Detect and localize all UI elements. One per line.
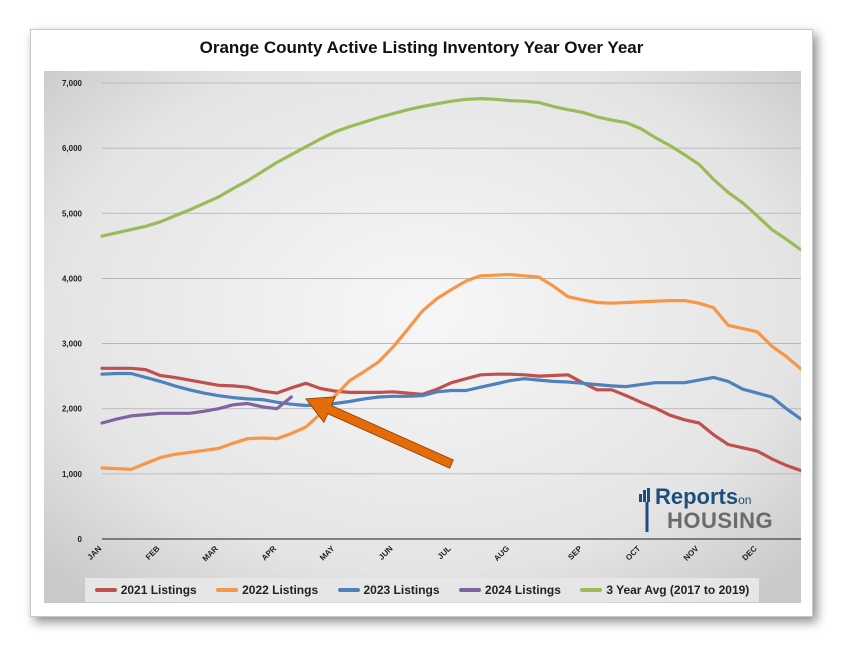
annotations	[305, 396, 454, 469]
y-tick-label: 7,000	[62, 79, 83, 88]
plot-background	[44, 71, 801, 603]
legend-item-2: 2023 Listings	[337, 583, 440, 597]
legend-item-1: 2022 Listings	[216, 583, 318, 597]
logo-line1: Reportson	[655, 484, 752, 509]
logo-line1-small: on	[738, 493, 752, 507]
chart-legend: 2021 Listings 2022 Listings 2023 Listings 2…	[85, 578, 759, 602]
legend-swatch	[580, 588, 603, 592]
chart-frame: Orange County Active Listing Inventory Y…	[30, 29, 813, 617]
legend-swatch	[94, 588, 117, 592]
y-tick-label: 1,000	[62, 470, 83, 479]
legend-label: 2021 Listings	[120, 583, 197, 597]
series-line-0	[100, 366, 801, 473]
legend-label: 3 Year Avg (2017 to 2019)	[606, 583, 750, 597]
legend-label: 2024 Listings	[484, 583, 561, 597]
y-tick-label: 4,000	[62, 274, 83, 283]
legend-item-3: 2024 Listings	[458, 583, 561, 597]
series-line-3	[100, 395, 293, 425]
y-tick-label: 5,000	[62, 209, 83, 218]
annotation-arrow	[305, 396, 454, 469]
series-lines	[100, 97, 801, 473]
series-line-1	[100, 272, 801, 471]
legend-swatch	[216, 588, 239, 592]
y-tick-label: 6,000	[62, 144, 83, 153]
legend-item-0: 2021 Listings	[94, 583, 197, 597]
reports-on-housing-logo: Reportson HOUSING	[639, 484, 779, 536]
logo-line2: HOUSING	[667, 508, 774, 533]
chart-title: Orange County Active Listing Inventory Y…	[199, 38, 644, 57]
legend-label: 2023 Listings	[363, 583, 440, 597]
y-tick-label: 3,000	[62, 340, 83, 349]
legend-item-4: 3 Year Avg (2017 to 2019)	[580, 583, 749, 597]
legend-label: 2022 Listings	[242, 583, 319, 597]
legend-swatch	[458, 588, 481, 592]
legend-swatch	[337, 588, 360, 592]
series-line-2	[100, 371, 801, 421]
y-axis-ticks: 0 1,000 2,000 3,000 4,000 5,000 6,000 7,000	[62, 79, 83, 544]
series-line-4	[100, 97, 801, 252]
y-tick-label: 2,000	[62, 405, 83, 414]
logo-building-icon	[639, 488, 650, 532]
y-tick-label: 0	[78, 535, 83, 544]
